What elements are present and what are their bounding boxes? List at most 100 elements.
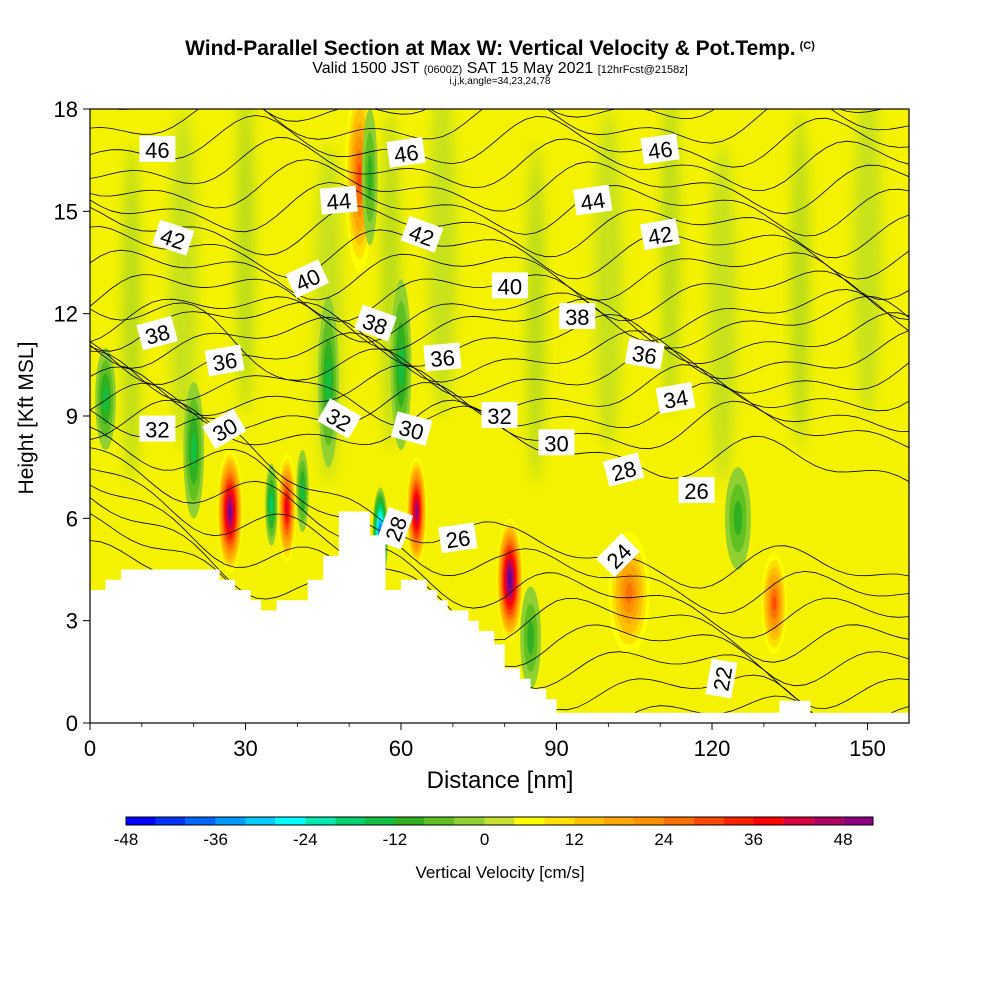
x-axis: 0 30 60 90 120 150 xyxy=(84,723,886,761)
velocity-cell xyxy=(367,154,373,200)
velocity-cell xyxy=(228,506,231,517)
contour-label: 28 xyxy=(376,506,414,550)
contour-label: 38 xyxy=(136,315,178,351)
theta-contour-42 xyxy=(90,205,909,259)
x-axis-label: Distance [nm] xyxy=(426,767,574,794)
streak-band xyxy=(594,109,623,450)
velocity-cell xyxy=(527,620,535,655)
contour-label-text: 32 xyxy=(487,404,511,429)
contour-label-text: 46 xyxy=(145,138,169,163)
chart-subtitle: Valid 1500 JST (0600Z) SAT 15 May 2021 [… xyxy=(0,61,1000,78)
contour-label: 38 xyxy=(559,303,596,330)
colorbar-tick-label: -24 xyxy=(293,830,318,849)
velocity-cell xyxy=(733,501,743,536)
colorbar-swatch xyxy=(544,817,575,825)
contour-label: 22 xyxy=(705,658,738,699)
colorbar-swatch xyxy=(753,817,784,825)
y-tick-label: 18 xyxy=(54,97,78,122)
colorbar-swatch xyxy=(484,817,515,825)
streak-band xyxy=(791,109,810,450)
colorbar-swatch xyxy=(365,817,395,825)
colorbar-swatch xyxy=(454,817,485,825)
colorbar-swatch xyxy=(843,817,873,825)
velocity-cell xyxy=(415,506,418,517)
velocity-cell xyxy=(325,360,332,404)
colorbar-swatch xyxy=(604,817,634,825)
valid-date: SAT 15 May 2021 xyxy=(466,60,594,77)
colorbar-swatch xyxy=(126,817,156,825)
y-tick-label: 12 xyxy=(54,302,78,327)
colorbar-swatch xyxy=(783,817,814,825)
x-tick-label: 120 xyxy=(694,736,731,761)
colorbar-swatch xyxy=(275,817,306,825)
theta-contour-41 xyxy=(90,226,909,280)
colorbar-tick-label: 48 xyxy=(834,830,853,849)
theta-contour-37 xyxy=(90,295,909,352)
theta-contour-38 xyxy=(90,289,909,343)
velocity-cell xyxy=(191,433,197,468)
theta-contour-45 xyxy=(90,137,909,191)
contour-label: 36 xyxy=(204,344,245,377)
velocity-cell xyxy=(772,596,777,611)
colorbar-swatch xyxy=(813,817,844,825)
y-tick-label: 6 xyxy=(66,506,78,531)
contour-label-text: 26 xyxy=(684,479,708,504)
theta-contour-27 xyxy=(90,447,909,639)
theta-contour-34 xyxy=(90,346,909,401)
contour-label: 36 xyxy=(423,342,462,372)
contour-label: 34 xyxy=(655,381,696,414)
valid-utc: (0600Z) xyxy=(423,64,463,76)
velocity-cell xyxy=(625,583,633,604)
contour-label: 44 xyxy=(573,184,613,216)
contour-label-text: 30 xyxy=(544,431,568,456)
contour-label-text: 26 xyxy=(444,525,472,553)
forecast-info: [12hrFcst@2158z] xyxy=(597,64,688,76)
contour-label-text: 36 xyxy=(211,347,239,376)
contour-label-text: 22 xyxy=(708,665,737,693)
contour-label: 30 xyxy=(538,429,575,456)
velocity-cell xyxy=(286,502,288,514)
colorbar-swatch xyxy=(424,817,455,825)
contour-label-text: 32 xyxy=(145,418,169,443)
x-tick-label: 30 xyxy=(233,736,257,761)
velocity-cell xyxy=(357,163,362,191)
contour-label-text: 40 xyxy=(498,274,522,299)
colorbar-tick-label: 36 xyxy=(744,830,763,849)
colorbar-tick-label: 24 xyxy=(654,830,673,849)
colorbar-label: Vertical Velocity [cm/s] xyxy=(415,863,585,882)
contour-label: 26 xyxy=(438,522,478,553)
contour-label-text: 34 xyxy=(662,385,690,414)
valid-prefix: Valid 1500 JST xyxy=(312,60,420,77)
theta-contour-36 xyxy=(90,312,909,369)
chart-title-text: Wind-Parallel Section at Max W: Vertical… xyxy=(185,37,796,60)
x-tick-label: 60 xyxy=(389,736,413,761)
contour-label: 32 xyxy=(481,402,518,429)
colorbar-swatch xyxy=(394,817,425,825)
colorbar-tick-label: 12 xyxy=(565,830,584,849)
theta-contour-40 xyxy=(90,249,909,301)
theta-contour-43 xyxy=(90,182,909,237)
contour-label: 42 xyxy=(640,218,681,251)
contour-label-text: 46 xyxy=(392,140,420,168)
colorbar-tick-label: 0 xyxy=(480,830,489,849)
theta-contour-46 xyxy=(90,115,909,168)
contour-label: 46 xyxy=(139,135,176,163)
colorbar: -48 -36 -24 -12 0 12 24 36 48 xyxy=(114,816,874,849)
contour-label-text: 46 xyxy=(646,136,674,164)
green-streaks xyxy=(122,109,882,484)
contour-label-text: 38 xyxy=(565,305,589,330)
contour-label-text: 44 xyxy=(579,188,607,216)
contour-label-text: 42 xyxy=(646,221,674,250)
x-tick-label: 0 xyxy=(84,736,96,761)
streak-band xyxy=(236,109,255,416)
contour-label: 30 xyxy=(390,411,433,446)
y-tick-label: 9 xyxy=(66,404,78,429)
colorbar-swatch xyxy=(514,817,545,825)
x-tick-label: 150 xyxy=(849,736,886,761)
colorbar-swatch xyxy=(155,817,186,825)
streak-band xyxy=(853,109,882,416)
contour-label: 32 xyxy=(139,415,176,443)
colorbar-swatch xyxy=(305,817,336,825)
